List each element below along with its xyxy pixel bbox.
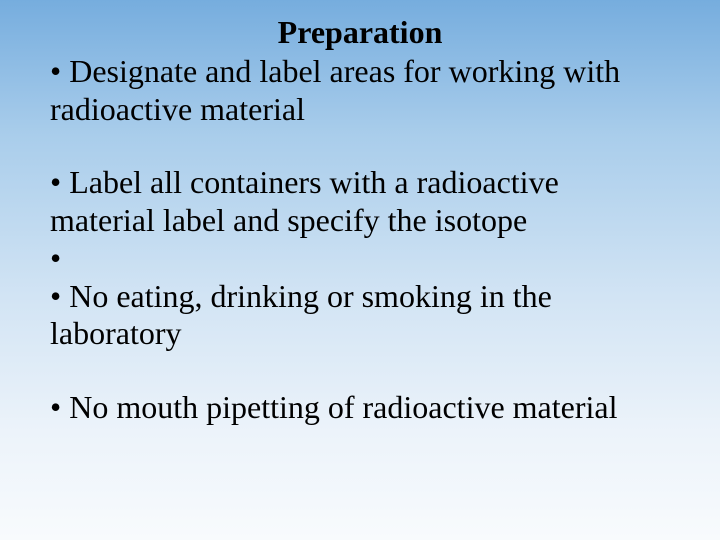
slide-title: Preparation — [50, 14, 670, 51]
bullet-item: • Label all containers with a radioactiv… — [50, 164, 670, 240]
bullet-text: No eating, drinking or smoking in the la… — [50, 278, 552, 352]
bullet-text: Label all containers with a radioactive … — [50, 164, 559, 238]
bullet-text: No mouth pipetting of radioactive materi… — [69, 389, 617, 425]
bullet-item: • No eating, drinking or smoking in the … — [50, 278, 670, 354]
bullet-item: • No mouth pipetting of radioactive mate… — [50, 389, 670, 427]
slide-container: Preparation • Designate and label areas … — [0, 0, 720, 540]
spacer — [50, 353, 670, 389]
bullet-text: Designate and label areas for working wi… — [50, 53, 620, 127]
bullet-item: • Designate and label areas for working … — [50, 53, 670, 129]
spacer — [50, 128, 670, 164]
bullet-item-empty: • — [50, 240, 670, 278]
